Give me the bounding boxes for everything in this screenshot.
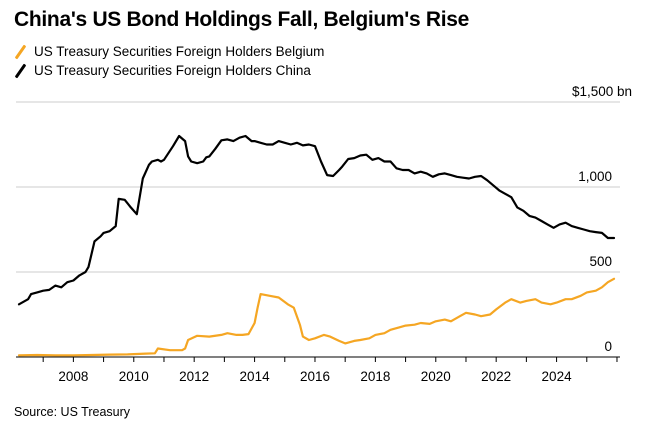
legend-label-belgium: US Treasury Securities Foreign Holders B… — [34, 44, 325, 59]
x-tick-label: 2020 — [421, 369, 451, 384]
line-chart: 2008 2010 2012 2014 2016 2018 2020 2022 2024 $1,… — [16, 84, 632, 384]
x-tick-label: 2012 — [179, 369, 209, 384]
x-axis: 2008 2010 2012 2014 2016 2018 2020 2022 2024 — [16, 356, 620, 384]
y-unit-label: $1,500 bn — [572, 84, 632, 99]
y-tick-label: 0 — [604, 339, 612, 354]
x-tick-label: 2008 — [58, 369, 88, 384]
legend-label-china: US Treasury Securities Foreign Holders C… — [34, 63, 311, 78]
y-axis: $1,500 bn 500 1,000 0 — [572, 84, 632, 354]
x-tick-label: 2022 — [481, 369, 511, 384]
source-note: Source: US Treasury — [14, 405, 131, 419]
x-tick-label: 2010 — [119, 369, 149, 384]
y-tick-label: 1,000 — [578, 169, 612, 184]
x-tick-label: 2024 — [542, 369, 573, 384]
legend: US Treasury Securities Foreign Holders B… — [14, 42, 324, 80]
series-line-china — [17, 134, 616, 306]
x-tick-label: 2016 — [300, 369, 330, 384]
legend-item-china: US Treasury Securities Foreign Holders C… — [14, 61, 324, 80]
legend-item-belgium: US Treasury Securities Foreign Holders B… — [14, 42, 324, 61]
x-tick-label: 2014 — [240, 369, 271, 384]
x-tick-label: 2018 — [360, 369, 390, 384]
series-lines — [17, 134, 616, 357]
series-line-belgium — [17, 277, 616, 357]
gridlines — [16, 101, 620, 273]
chart-title: China's US Bond Holdings Fall, Belgium's… — [14, 8, 470, 31]
y-tick-label: 500 — [589, 254, 612, 269]
